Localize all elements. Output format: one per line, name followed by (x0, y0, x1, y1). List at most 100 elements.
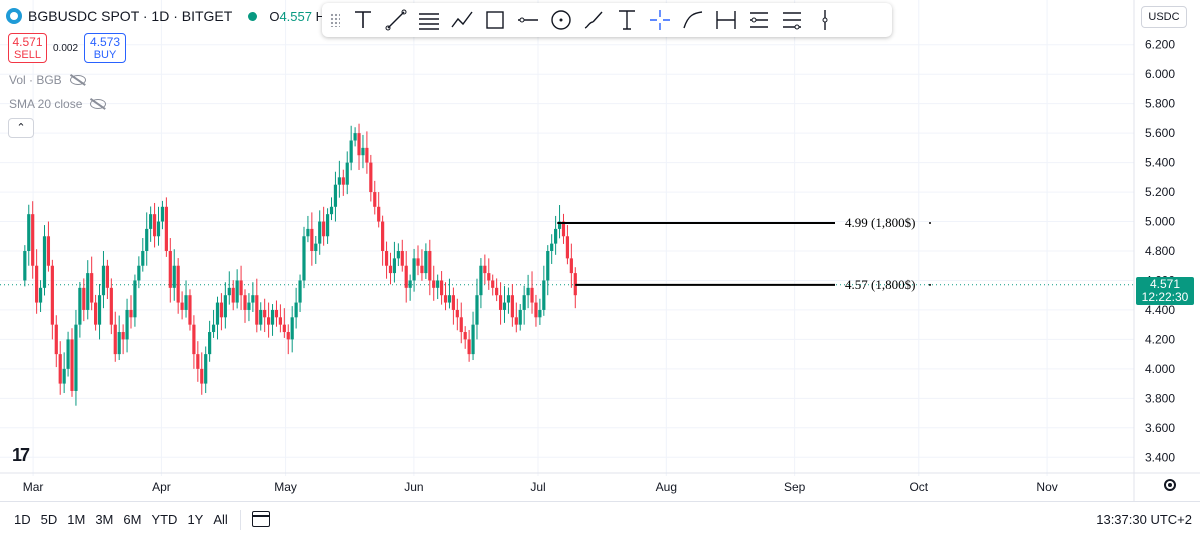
candle-body (180, 302, 184, 310)
trend-line-icon[interactable] (383, 7, 409, 33)
sell-label: SELL (14, 49, 41, 61)
last-price-label: 4.571 12:22:30 (1136, 277, 1194, 305)
candle-body (137, 265, 141, 281)
candle-body (290, 317, 294, 340)
currency-button[interactable]: USDC (1141, 6, 1187, 28)
candle-body (243, 295, 247, 310)
brush-icon[interactable] (581, 7, 607, 33)
candle-body (270, 309, 275, 325)
vertical-line-icon[interactable] (812, 7, 838, 33)
horizontal-rays[interactable]: 4.99 (1,800$) 4.57 (1,800$) (557, 215, 931, 292)
range-button-1m[interactable]: 1M (67, 512, 86, 527)
candle-body (384, 251, 389, 266)
candle-body (286, 332, 290, 340)
candle-body (381, 221, 385, 251)
candle-body (188, 295, 192, 325)
candle-body (215, 302, 220, 325)
circle-icon[interactable] (548, 7, 574, 33)
ohlc-values: O4.557 H (269, 8, 326, 24)
curve-icon[interactable] (680, 7, 706, 33)
candle-body (239, 280, 243, 296)
candle-body (27, 214, 31, 251)
buy-button[interactable]: 4.573 BUY (84, 33, 127, 63)
anchored-text-icon[interactable] (614, 7, 640, 33)
candle-body (306, 228, 310, 237)
candle-body (133, 280, 137, 318)
candle-body (498, 295, 503, 310)
fib-retracement-icon[interactable] (416, 7, 442, 33)
candle-body (101, 265, 106, 296)
candle-body (164, 206, 168, 251)
sell-button[interactable]: 4.571 SELL (8, 33, 47, 63)
rectangle-icon[interactable] (482, 7, 508, 33)
candle-body (176, 265, 180, 303)
long-position-icon[interactable] (746, 7, 772, 33)
price-tick-label: 4.800 (1145, 244, 1175, 258)
symbol-header[interactable]: BGBUSDC SPOT · 1D · BITGET O4.557 H (6, 8, 325, 24)
range-button-all[interactable]: All (213, 512, 228, 527)
range-button-5d[interactable]: 5D (40, 512, 58, 527)
collapse-legend-button[interactable]: ⌃ (8, 118, 34, 138)
time-tick-label: Apr (152, 480, 171, 494)
buy-price: 4.573 (90, 35, 121, 49)
crosshair-icon[interactable] (647, 7, 673, 33)
candle-body (322, 221, 326, 237)
candle-body (373, 192, 377, 207)
path-icon[interactable] (449, 7, 475, 33)
candle-body (459, 317, 463, 333)
range-button-1d[interactable]: 1D (14, 512, 31, 527)
candle-body (223, 295, 227, 318)
candle-body (447, 295, 452, 303)
candle-body (145, 228, 149, 251)
price-tick-label: 4.400 (1145, 303, 1175, 317)
drag-handle-icon[interactable] (330, 13, 340, 27)
candle-body (58, 354, 62, 384)
chart-grid (0, 0, 1200, 501)
candle-body (538, 309, 542, 318)
price-tick-label: 5.600 (1145, 126, 1175, 140)
tradingview-logo-icon[interactable]: 17 (12, 445, 30, 465)
horizontal-ray-icon[interactable] (515, 7, 541, 33)
indicator-volume[interactable]: Vol · BGB (9, 73, 86, 87)
candle-body (200, 368, 204, 384)
range-button-1y[interactable]: 1Y (187, 512, 204, 527)
time-axis[interactable]: Mar Apr May Jun Jul Aug Sep Oct Nov (23, 480, 1058, 494)
text-tool-icon[interactable] (350, 7, 376, 33)
symbol-title[interactable]: BGBUSDC SPOT · 1D · BITGET (28, 8, 233, 24)
candle-body (149, 214, 153, 229)
bottom-bar: 1D 5D 1M 3M 6M YTD 1Y All 13:37:30 UTC+2 (0, 501, 1200, 539)
candle-body (129, 309, 133, 318)
candle-body (502, 302, 507, 310)
candle-body (357, 133, 361, 156)
candle-body (50, 265, 54, 325)
candle-body (506, 295, 511, 303)
settings-icon[interactable] (1164, 479, 1176, 491)
price-axis[interactable]: 6.200 6.000 5.800 5.600 5.400 5.200 5.000 4.800… (1145, 38, 1175, 465)
candle-body (495, 287, 499, 296)
hidden-eye-icon[interactable] (69, 75, 86, 85)
last-price-value: 4.571 (1149, 277, 1181, 291)
candle-body (569, 258, 573, 274)
candle-body (42, 236, 47, 288)
indicator-sma[interactable]: SMA 20 close (9, 97, 107, 111)
time-tick-label: Sep (784, 480, 806, 494)
candle-body (263, 309, 267, 318)
short-position-icon[interactable] (779, 7, 805, 33)
range-button-6m[interactable]: 6M (123, 512, 142, 527)
price-tick-label: 5.200 (1145, 185, 1175, 199)
calendar-icon[interactable] (252, 511, 270, 527)
hidden-eye-icon[interactable] (90, 99, 107, 109)
market-open-icon (248, 11, 258, 21)
candle-body (522, 295, 526, 310)
candle-body (259, 309, 263, 325)
candle-body (554, 228, 558, 244)
candle-body (121, 332, 125, 340)
clock[interactable]: 13:37:30 UTC+2 (1096, 512, 1192, 527)
date-range-icon[interactable] (713, 7, 739, 33)
range-button-ytd[interactable]: YTD (151, 512, 178, 527)
candle-body (184, 295, 188, 310)
candle-body (345, 162, 349, 185)
sell-price: 4.571 (12, 35, 43, 49)
range-button-3m[interactable]: 3M (95, 512, 114, 527)
